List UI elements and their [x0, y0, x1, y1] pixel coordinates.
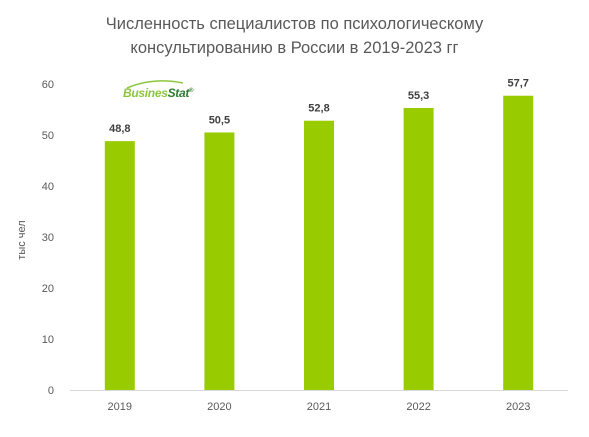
data-label-2020: 50,5	[209, 114, 230, 126]
logo-text-b: Stat	[167, 86, 190, 100]
x-tick-label-2020: 2020	[207, 401, 231, 413]
bar-2020[interactable]	[204, 132, 235, 390]
bars	[104, 95, 534, 390]
chart-title-line-1: Численность специалистов по психологичес…	[105, 15, 484, 33]
x-tick-label-2021: 2021	[307, 401, 331, 413]
data-label-2019: 48,8	[109, 123, 130, 135]
chart-title: Численность специалистов по психологичес…	[0, 12, 589, 60]
y-tick-label-10: 10	[42, 334, 54, 346]
y-tick-label-20: 20	[42, 283, 54, 295]
bar-2023[interactable]	[503, 95, 534, 390]
bar-2019[interactable]	[104, 141, 135, 390]
y-tick-label-50: 50	[42, 130, 54, 142]
data-label-2021: 52,8	[308, 103, 329, 115]
x-tick-label-2019: 2019	[108, 401, 132, 413]
businesstat-logo: BusinesStat®	[123, 80, 194, 100]
logo-registered: ®	[189, 88, 194, 94]
x-tick-label-2022: 2022	[406, 401, 430, 413]
y-tick-label-0: 0	[48, 385, 54, 397]
y-tick-label-60: 60	[42, 79, 54, 91]
y-axis-label: тыс чел	[16, 220, 28, 259]
chart-title-line-2: консультированию в России в 2019-2023 гг	[130, 39, 459, 57]
x-axis-ticks: 2019 2020 2021 2022 2023	[108, 401, 531, 413]
data-label-2023: 57,7	[507, 78, 528, 90]
y-axis-ticks: 0 10 20 30 40 50 60	[42, 79, 54, 397]
x-tick-label-2023: 2023	[506, 401, 530, 413]
bar-2022[interactable]	[403, 107, 434, 390]
y-tick-label-30: 30	[42, 232, 54, 244]
y-tick-label-40: 40	[42, 181, 54, 193]
logo-swoosh-icon	[126, 80, 184, 89]
data-label-2022: 55,3	[408, 90, 429, 102]
logo-text-a: Busines	[123, 86, 168, 100]
data-labels: 48,8 50,5 52,8 55,3 57,7	[109, 78, 529, 135]
bar-2021[interactable]	[304, 120, 334, 390]
